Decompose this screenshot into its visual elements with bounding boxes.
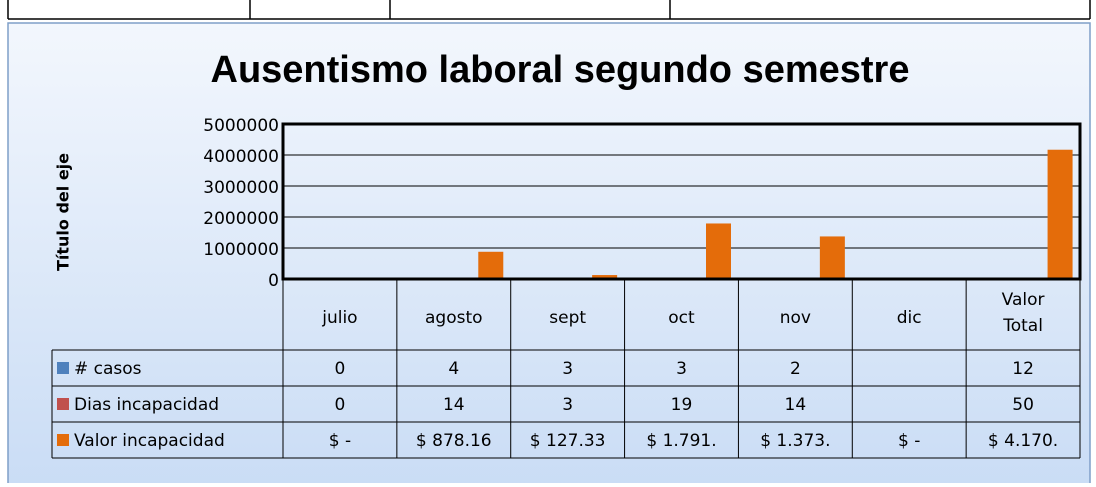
x-tick-label: sept [549, 308, 586, 328]
y-tick-label: 3000000 [203, 178, 279, 198]
legend-label: # casos [74, 359, 142, 379]
bar [1048, 150, 1073, 279]
data-table-cell: $ 127.33 [530, 431, 606, 451]
x-tick-label: julio [321, 308, 357, 328]
data-table-cell: $ - [329, 431, 351, 451]
data-table-cell: 2 [790, 359, 801, 379]
data-table-cell: 0 [335, 395, 346, 415]
data-table-cell: 12 [1012, 359, 1034, 379]
y-axis-title: Título del eje [54, 153, 73, 271]
legend-key [57, 434, 69, 446]
legend-key [57, 398, 69, 410]
y-tick-label: 5000000 [203, 116, 279, 136]
data-table-cell: 4 [448, 359, 459, 379]
data-table-cell: $ - [898, 431, 920, 451]
x-tick-label: agosto [425, 308, 483, 328]
legend-label: Valor incapacidad [74, 431, 225, 451]
data-table-cell: 14 [443, 395, 465, 415]
bar [820, 236, 845, 279]
data-table-cell: 50 [1012, 395, 1034, 415]
x-tick-label: nov [780, 308, 811, 328]
y-tick-label: 2000000 [203, 209, 279, 229]
data-table-cell: $ 1.373. [760, 431, 830, 451]
data-table-cell: $ 878.16 [416, 431, 492, 451]
bar [478, 252, 503, 279]
legend-key [57, 362, 69, 374]
data-table-cell: 14 [785, 395, 807, 415]
top-table-strip [8, 0, 1090, 19]
chart-title: Ausentismo laboral segundo semestre [211, 49, 910, 91]
data-table-cell: $ 1.791. [646, 431, 716, 451]
data-table-cell: 3 [676, 359, 687, 379]
x-tick-label: oct [668, 308, 695, 328]
y-tick-label: 0 [268, 271, 279, 291]
data-table-cell: 3 [562, 395, 573, 415]
data-table-cell: 0 [335, 359, 346, 379]
y-tick-label: 4000000 [203, 147, 279, 167]
data-table-cell: 19 [671, 395, 693, 415]
bar [706, 223, 731, 279]
x-tick-label: dic [897, 308, 922, 328]
data-table-cell: $ 4.170. [988, 431, 1058, 451]
y-tick-label: 1000000 [203, 240, 279, 260]
data-table-cell: 3 [562, 359, 573, 379]
legend-label: Dias incapacidad [74, 395, 219, 415]
